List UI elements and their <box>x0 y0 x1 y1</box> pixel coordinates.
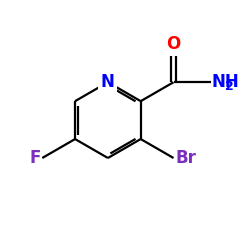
Text: 2: 2 <box>225 80 234 93</box>
Text: Br: Br <box>175 149 196 167</box>
Text: N: N <box>101 73 115 91</box>
Text: O: O <box>166 35 181 53</box>
Text: F: F <box>29 149 40 167</box>
Text: NH: NH <box>212 73 239 91</box>
